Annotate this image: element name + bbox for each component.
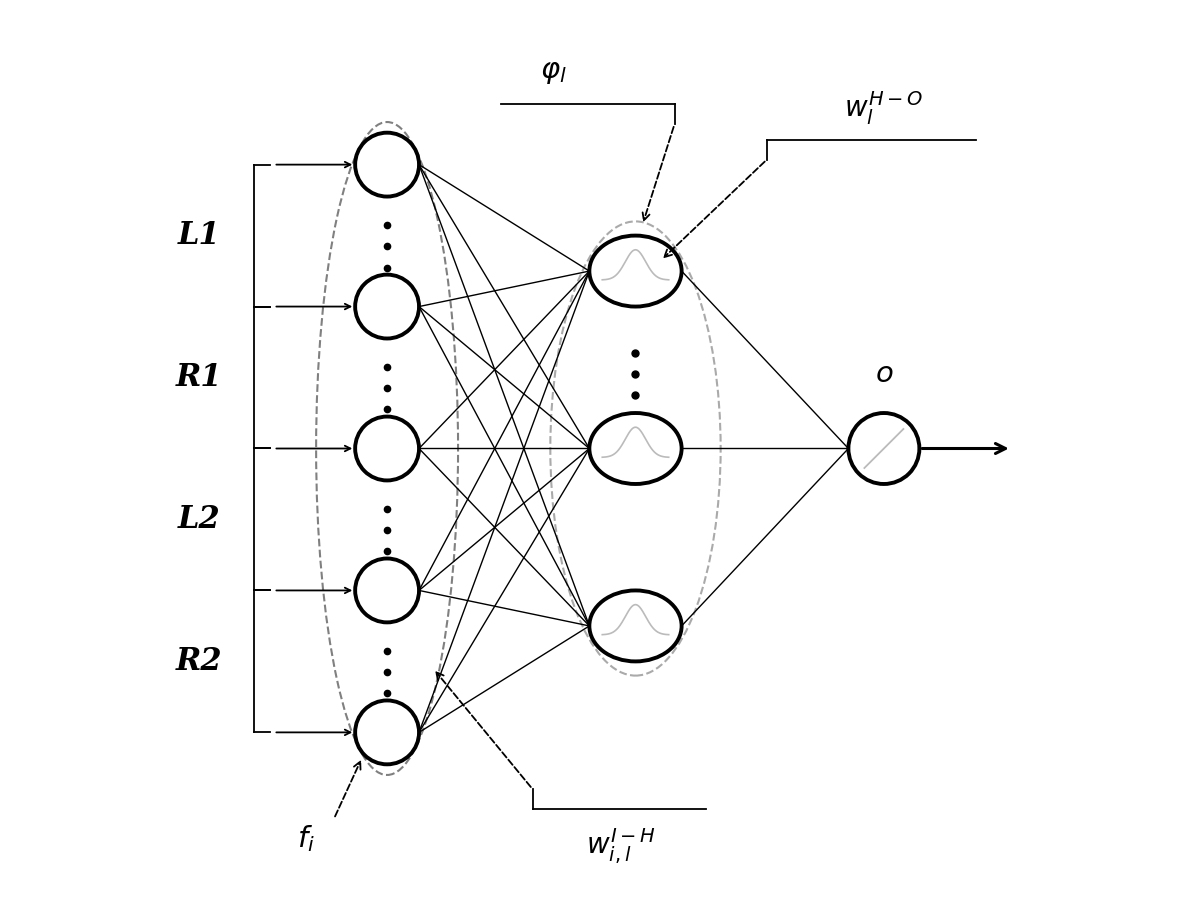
Ellipse shape [589,236,682,307]
Circle shape [848,413,919,484]
Text: L2: L2 [178,504,221,535]
Text: $\varphi_l$: $\varphi_l$ [540,58,568,86]
FancyArrowPatch shape [335,762,360,816]
Ellipse shape [589,413,682,484]
FancyArrowPatch shape [437,672,530,787]
Ellipse shape [589,590,682,661]
FancyArrowPatch shape [665,161,764,257]
Text: $w_l^{H-O}$: $w_l^{H-O}$ [845,89,923,126]
FancyArrowPatch shape [643,126,673,221]
Text: R1: R1 [175,362,222,393]
Text: $f_i$: $f_i$ [296,823,314,854]
Circle shape [355,274,419,338]
Circle shape [355,416,419,481]
Text: R2: R2 [175,646,222,677]
Circle shape [355,133,419,196]
Text: $w_{i,l}^{I-H}$: $w_{i,l}^{I-H}$ [587,826,656,866]
Circle shape [355,559,419,623]
Text: $o$: $o$ [875,360,893,388]
Circle shape [355,701,419,764]
Text: L1: L1 [178,220,221,251]
